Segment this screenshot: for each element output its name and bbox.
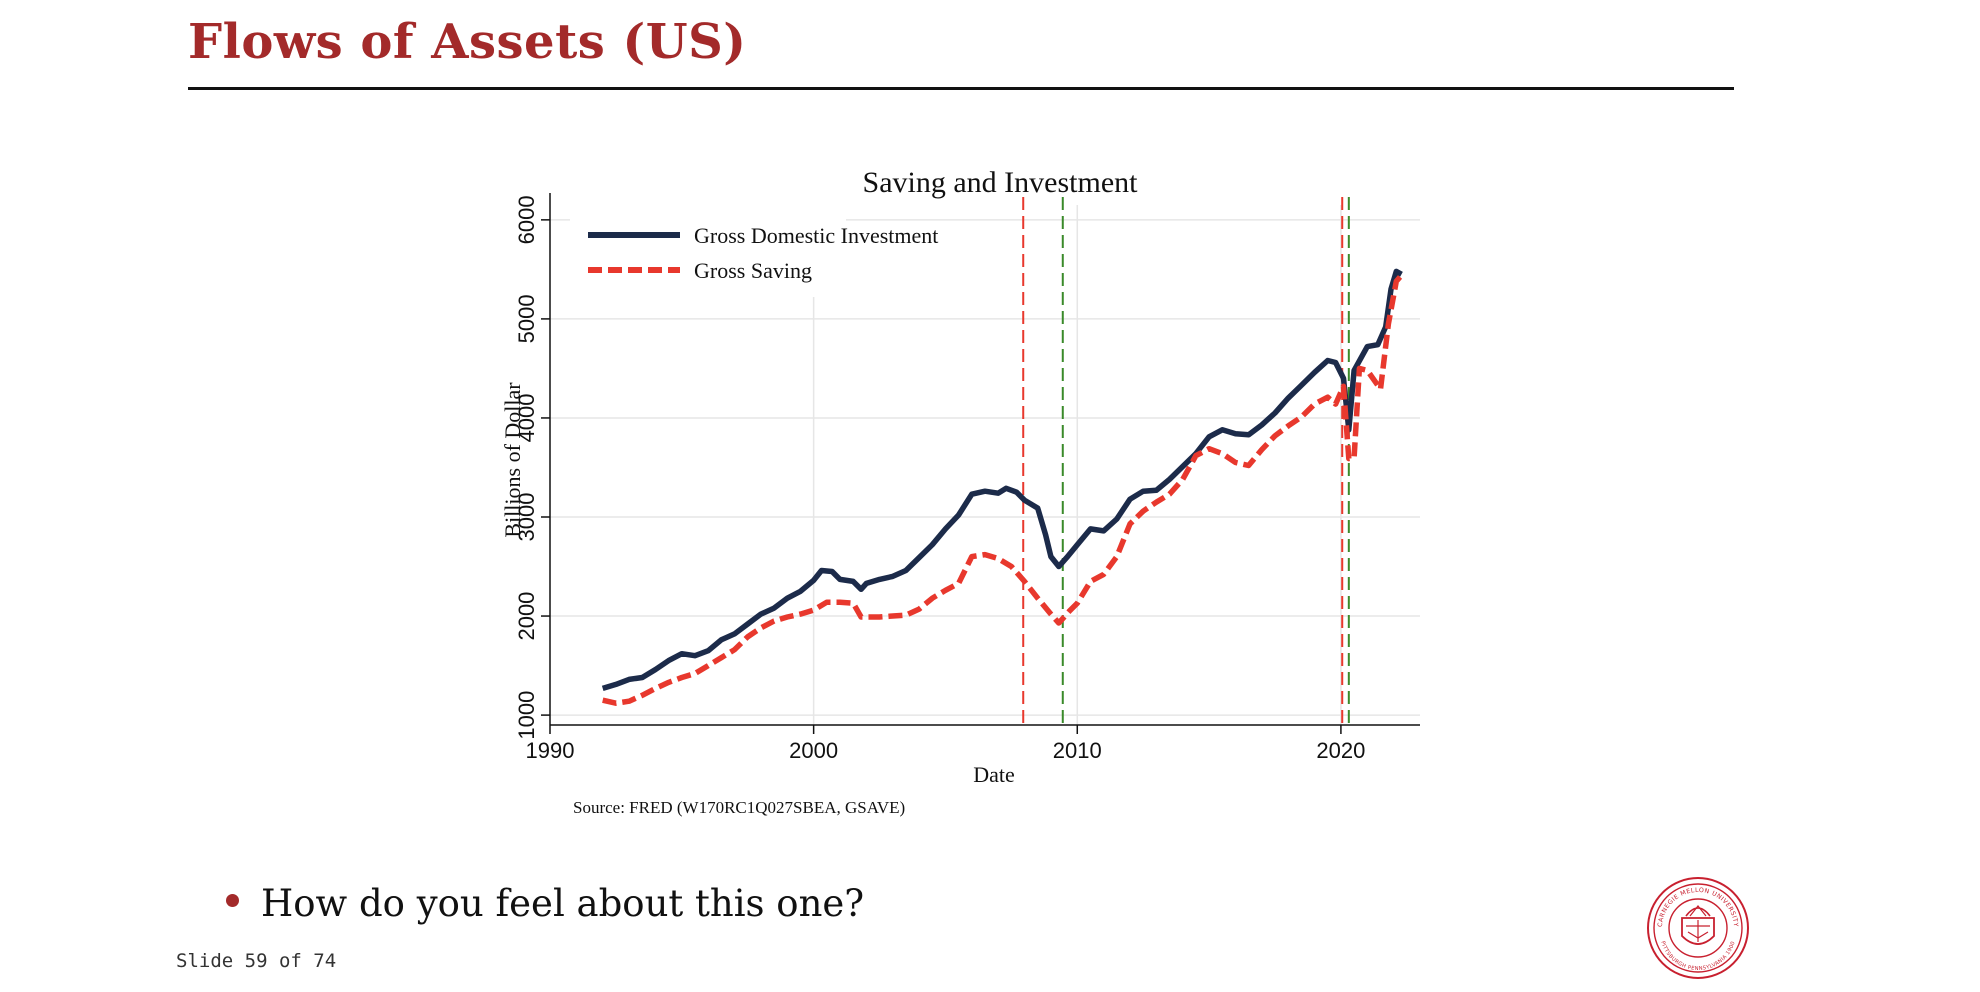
- cmu-seal-logo: CARNEGIE MELLON UNIVERSITY PITTSBURGH PE…: [1647, 877, 1749, 979]
- bullet-text: How do you feel about this one?: [261, 881, 865, 925]
- slide-counter: Slide 59 of 74: [176, 950, 337, 972]
- y-tick-label: 1000: [514, 691, 539, 740]
- slide-title: Flows of Assets (US): [188, 14, 747, 70]
- y-tick-label: 5000: [514, 294, 539, 343]
- series-line-saving: [602, 273, 1404, 706]
- y-axis-label: Billions of Dollar: [500, 382, 525, 538]
- y-tick-label: 3000: [514, 493, 539, 542]
- legend-label-saving: Gross Saving: [694, 258, 812, 283]
- recession-markers: [1022, 197, 1350, 725]
- svg-text:PITTSBURGH PENNSYLVANIA 1900: PITTSBURGH PENNSYLVANIA 1900: [1659, 940, 1736, 972]
- x-tick-label: 2010: [1053, 738, 1102, 763]
- chart-legend: Gross Domestic Investment Gross Saving: [570, 205, 938, 297]
- title-divider: [188, 87, 1734, 90]
- y-tick-label: 2000: [514, 592, 539, 641]
- legend-label-investment: Gross Domestic Investment: [694, 223, 938, 248]
- x-axis-label: Date: [973, 762, 1015, 787]
- y-tick-label: 4000: [514, 393, 539, 442]
- series-lines: [601, 268, 1404, 706]
- source-note: Source: FRED (W170RC1Q027SBEA, GSAVE): [573, 798, 905, 817]
- saving-investment-chart: Saving and Investment 1990 2000 2010 2020 10…: [500, 166, 1420, 817]
- x-tick-label: 2020: [1316, 738, 1365, 763]
- axes: 1990 2000 2010 2020 1000 2000 3000 4000 5000 6000: [514, 193, 1420, 763]
- x-tick-label: 1990: [526, 738, 575, 763]
- bullet-item: How do you feel about this one?: [226, 878, 864, 928]
- y-tick-label: 6000: [514, 195, 539, 244]
- chart-title: Saving and Investment: [863, 166, 1139, 199]
- series-line-investment: [601, 268, 1403, 692]
- x-tick-label: 2000: [789, 738, 838, 763]
- bullet-dot: [226, 893, 239, 907]
